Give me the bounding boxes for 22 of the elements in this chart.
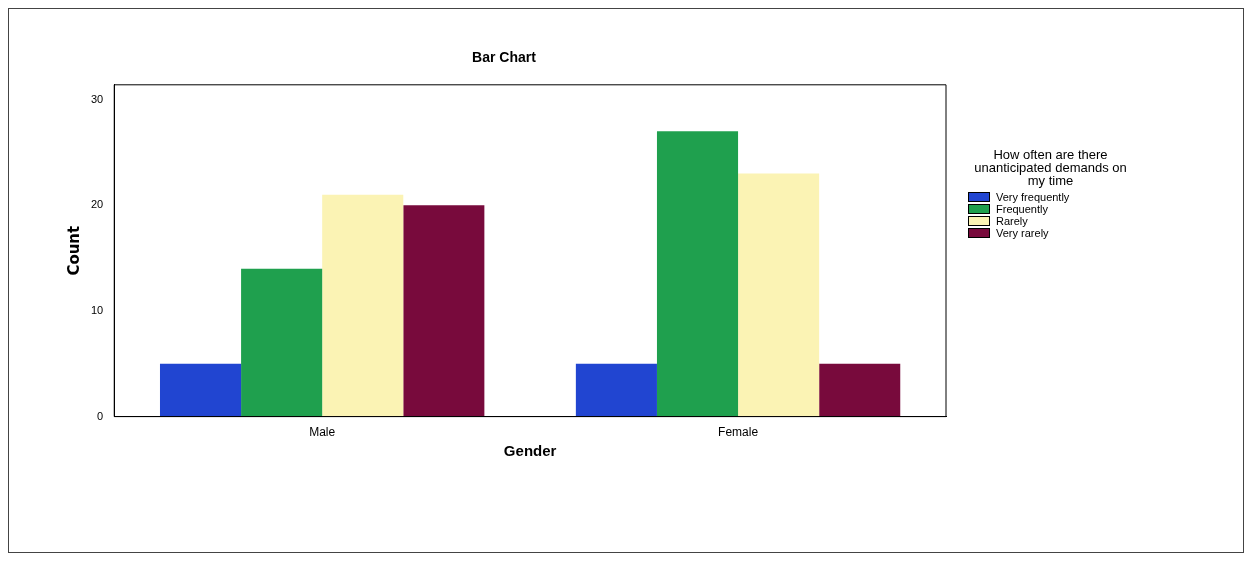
y-tick-label: 10 (90, 303, 104, 316)
x-tick-label: Male (309, 425, 336, 440)
bar (738, 173, 820, 417)
x-axis-title: Gender (503, 442, 557, 460)
y-axis-title: Count (64, 225, 83, 276)
bar (159, 363, 242, 417)
bar (575, 363, 657, 417)
legend-title: How often are there unanticipated demands on my time (973, 147, 1128, 188)
y-tick-label: 20 (90, 198, 104, 211)
legend-label: Rarely (996, 215, 1028, 227)
legend-label: Frequently (996, 203, 1048, 215)
bar (819, 363, 901, 417)
chart-title: Bar Chart (472, 49, 537, 66)
bar (241, 268, 323, 417)
bar (656, 131, 739, 417)
bar (403, 205, 485, 417)
legend-label: Very frequently (996, 191, 1070, 203)
legend-label: Very rarely (996, 227, 1049, 239)
x-tick-label: Female (718, 425, 759, 440)
y-tick-label: 30 (90, 92, 104, 105)
bar (322, 194, 404, 417)
y-tick-label: 0 (97, 409, 104, 422)
